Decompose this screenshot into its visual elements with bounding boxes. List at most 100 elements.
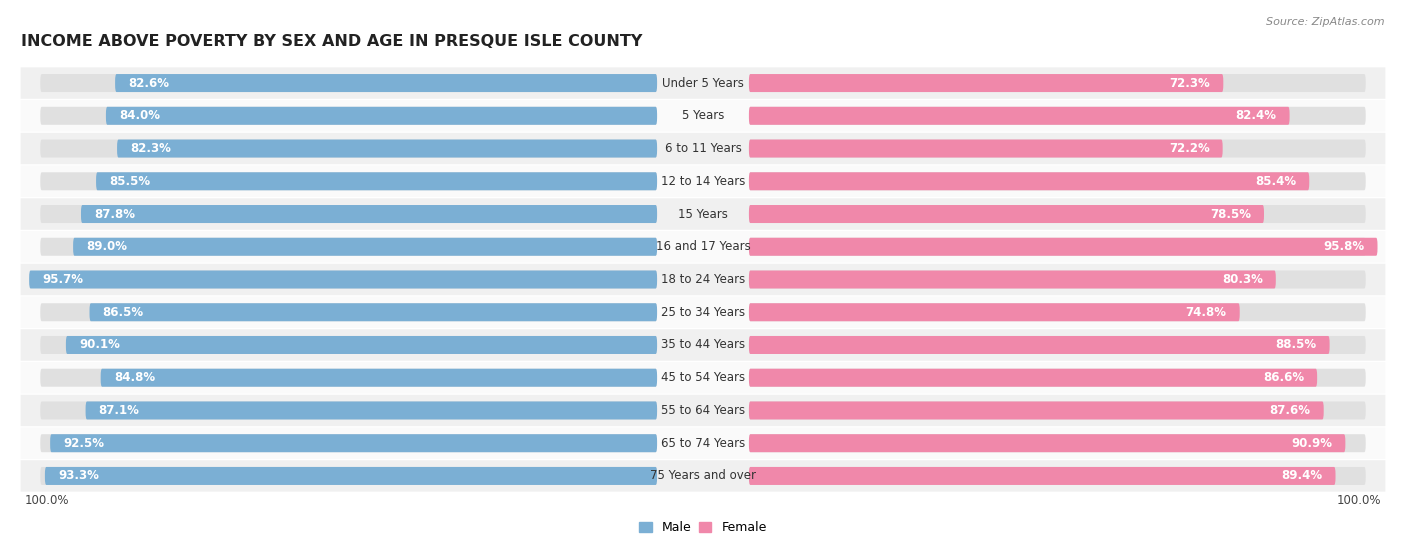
FancyBboxPatch shape	[21, 395, 1385, 426]
FancyBboxPatch shape	[21, 329, 1385, 361]
FancyBboxPatch shape	[749, 401, 1323, 419]
Text: 78.5%: 78.5%	[1211, 207, 1251, 220]
FancyBboxPatch shape	[96, 172, 657, 190]
FancyBboxPatch shape	[749, 336, 1330, 354]
FancyBboxPatch shape	[115, 74, 657, 92]
FancyBboxPatch shape	[749, 271, 1275, 288]
Text: 87.8%: 87.8%	[94, 207, 135, 220]
Text: 87.1%: 87.1%	[98, 404, 139, 417]
FancyBboxPatch shape	[749, 140, 1223, 158]
Text: INCOME ABOVE POVERTY BY SEX AND AGE IN PRESQUE ISLE COUNTY: INCOME ABOVE POVERTY BY SEX AND AGE IN P…	[21, 34, 643, 49]
FancyBboxPatch shape	[749, 303, 1365, 321]
FancyBboxPatch shape	[21, 296, 1385, 328]
FancyBboxPatch shape	[117, 140, 657, 158]
Text: 72.2%: 72.2%	[1168, 142, 1209, 155]
FancyBboxPatch shape	[21, 264, 1385, 295]
Text: 16 and 17 Years: 16 and 17 Years	[655, 240, 751, 253]
FancyBboxPatch shape	[749, 369, 1317, 387]
FancyBboxPatch shape	[90, 303, 657, 321]
FancyBboxPatch shape	[749, 205, 1365, 223]
Text: Under 5 Years: Under 5 Years	[662, 77, 744, 89]
Text: 5 Years: 5 Years	[682, 110, 724, 122]
FancyBboxPatch shape	[749, 467, 1336, 485]
Text: 18 to 24 Years: 18 to 24 Years	[661, 273, 745, 286]
Text: 89.0%: 89.0%	[86, 240, 127, 253]
FancyBboxPatch shape	[41, 336, 657, 354]
FancyBboxPatch shape	[749, 74, 1223, 92]
FancyBboxPatch shape	[749, 172, 1365, 190]
Text: 55 to 64 Years: 55 to 64 Years	[661, 404, 745, 417]
Text: 86.5%: 86.5%	[103, 306, 143, 319]
FancyBboxPatch shape	[41, 205, 657, 223]
FancyBboxPatch shape	[41, 303, 657, 321]
Text: 100.0%: 100.0%	[1337, 494, 1381, 507]
FancyBboxPatch shape	[51, 434, 657, 452]
FancyBboxPatch shape	[21, 198, 1385, 230]
FancyBboxPatch shape	[21, 460, 1385, 492]
FancyBboxPatch shape	[101, 369, 657, 387]
Text: 89.4%: 89.4%	[1281, 470, 1323, 482]
Text: 65 to 74 Years: 65 to 74 Years	[661, 437, 745, 449]
Text: 82.4%: 82.4%	[1236, 110, 1277, 122]
FancyBboxPatch shape	[45, 467, 657, 485]
FancyBboxPatch shape	[41, 172, 657, 190]
FancyBboxPatch shape	[30, 271, 657, 288]
Text: 82.3%: 82.3%	[131, 142, 172, 155]
FancyBboxPatch shape	[82, 205, 657, 223]
FancyBboxPatch shape	[749, 238, 1365, 256]
Text: 35 to 44 Years: 35 to 44 Years	[661, 339, 745, 352]
Text: Source: ZipAtlas.com: Source: ZipAtlas.com	[1267, 17, 1385, 27]
Text: 93.3%: 93.3%	[58, 470, 98, 482]
FancyBboxPatch shape	[41, 107, 657, 125]
FancyBboxPatch shape	[749, 172, 1309, 190]
FancyBboxPatch shape	[749, 434, 1365, 452]
Text: 92.5%: 92.5%	[63, 437, 104, 449]
Text: 100.0%: 100.0%	[25, 494, 69, 507]
FancyBboxPatch shape	[21, 165, 1385, 197]
FancyBboxPatch shape	[41, 434, 657, 452]
FancyBboxPatch shape	[66, 336, 657, 354]
Text: 85.4%: 85.4%	[1256, 175, 1296, 188]
Text: 95.7%: 95.7%	[42, 273, 83, 286]
Text: 87.6%: 87.6%	[1270, 404, 1310, 417]
Text: 74.8%: 74.8%	[1185, 306, 1226, 319]
FancyBboxPatch shape	[749, 336, 1365, 354]
FancyBboxPatch shape	[21, 67, 1385, 99]
Text: 25 to 34 Years: 25 to 34 Years	[661, 306, 745, 319]
FancyBboxPatch shape	[41, 271, 657, 288]
Text: 90.9%: 90.9%	[1291, 437, 1333, 449]
FancyBboxPatch shape	[41, 74, 657, 92]
FancyBboxPatch shape	[21, 231, 1385, 263]
FancyBboxPatch shape	[21, 133, 1385, 164]
FancyBboxPatch shape	[749, 140, 1365, 158]
FancyBboxPatch shape	[749, 369, 1365, 387]
Text: 6 to 11 Years: 6 to 11 Years	[665, 142, 741, 155]
Text: 15 Years: 15 Years	[678, 207, 728, 220]
FancyBboxPatch shape	[749, 205, 1264, 223]
FancyBboxPatch shape	[21, 362, 1385, 394]
Legend: Male, Female: Male, Female	[634, 516, 772, 539]
Text: 72.3%: 72.3%	[1170, 77, 1211, 89]
FancyBboxPatch shape	[749, 271, 1365, 288]
FancyBboxPatch shape	[749, 107, 1365, 125]
Text: 84.8%: 84.8%	[114, 371, 155, 384]
FancyBboxPatch shape	[41, 140, 657, 158]
FancyBboxPatch shape	[749, 303, 1240, 321]
FancyBboxPatch shape	[41, 467, 657, 485]
Text: 86.6%: 86.6%	[1263, 371, 1303, 384]
FancyBboxPatch shape	[749, 74, 1365, 92]
Text: 82.6%: 82.6%	[128, 77, 169, 89]
Text: 88.5%: 88.5%	[1275, 339, 1316, 352]
FancyBboxPatch shape	[749, 401, 1365, 419]
FancyBboxPatch shape	[749, 238, 1378, 256]
Text: 45 to 54 Years: 45 to 54 Years	[661, 371, 745, 384]
Text: 84.0%: 84.0%	[120, 110, 160, 122]
FancyBboxPatch shape	[41, 238, 657, 256]
FancyBboxPatch shape	[749, 434, 1346, 452]
FancyBboxPatch shape	[21, 428, 1385, 459]
Text: 75 Years and over: 75 Years and over	[650, 470, 756, 482]
FancyBboxPatch shape	[41, 401, 657, 419]
Text: 90.1%: 90.1%	[79, 339, 120, 352]
Text: 95.8%: 95.8%	[1323, 240, 1364, 253]
FancyBboxPatch shape	[105, 107, 657, 125]
